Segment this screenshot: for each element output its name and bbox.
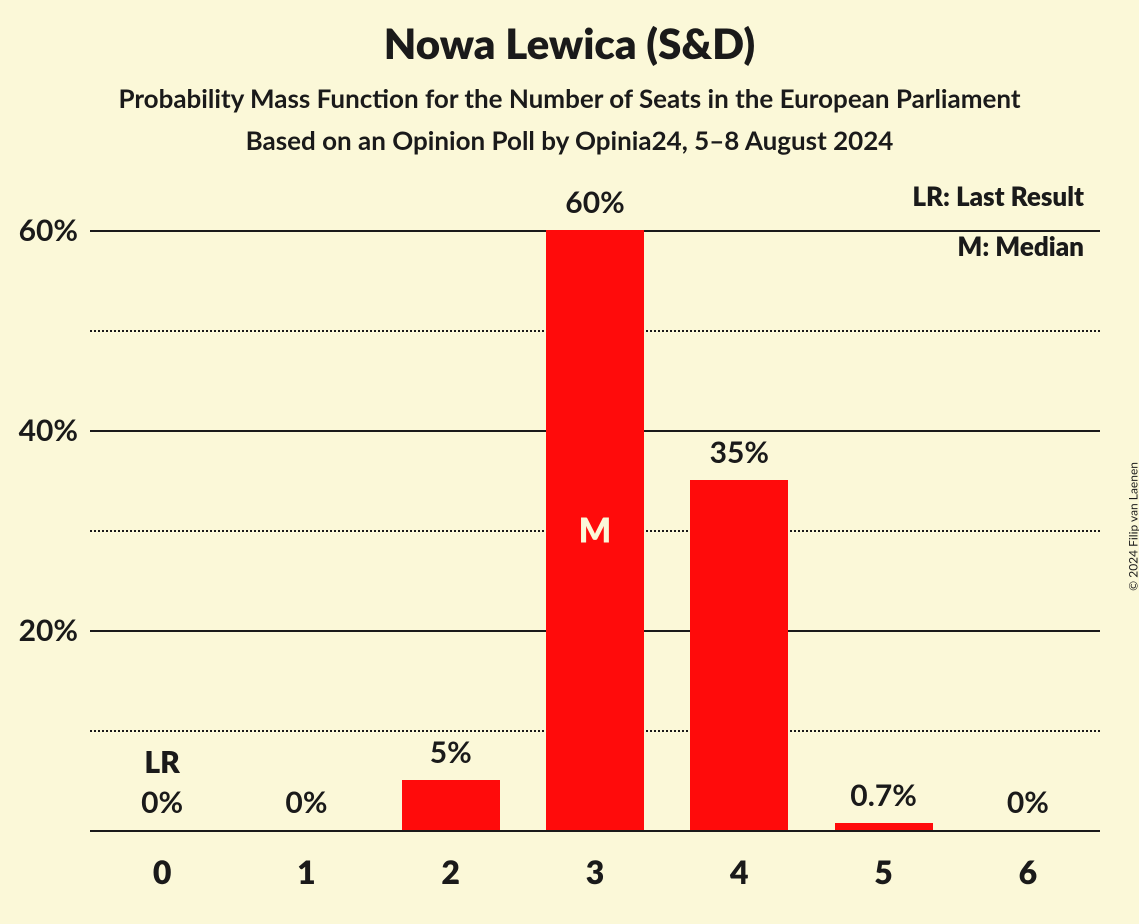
legend-m: M: Median [957,230,1084,262]
xtick-label: 3 [586,852,605,891]
plot-area: 20%40%60%0%LR0%5%60%M35%0.7%0%LR: Last R… [90,210,1100,830]
legend-lr: LR: Last Result [912,180,1084,212]
median-label: M [579,510,612,551]
bar-value-label: 35% [710,434,769,480]
title-sub: Probability Mass Function for the Number… [0,82,1139,114]
ytick-label: 40% [0,412,78,448]
xtick-label: 6 [1019,852,1038,891]
bar-value-label: 60% [565,184,624,230]
lr-label: LR [144,744,179,830]
baseline [90,830,1100,832]
title-sub2: Based on an Opinion Poll by Opinia24, 5–… [0,124,1139,156]
xtick-label: 2 [441,852,460,891]
copyright: © 2024 Filip van Laenen [1126,462,1139,591]
bar-value-label: 0% [285,784,327,830]
xtick-label: 0 [153,852,172,891]
bar-value-label: 5% [430,734,472,780]
title-main: Nowa Lewica (S&D) [0,18,1139,68]
bar [402,780,500,830]
bar [835,823,933,830]
xtick-label: 4 [730,852,749,891]
xtick-label: 1 [297,852,316,891]
bar [690,480,788,830]
ytick-label: 60% [0,212,78,248]
xtick-label: 5 [874,852,893,891]
chart-container: Nowa Lewica (S&D) Probability Mass Funct… [0,0,1139,924]
titles: Nowa Lewica (S&D) Probability Mass Funct… [0,0,1139,156]
bar-value-label: 0% [1007,784,1049,830]
bar-value-label: 0.7% [850,777,917,823]
ytick-label: 20% [0,612,78,648]
